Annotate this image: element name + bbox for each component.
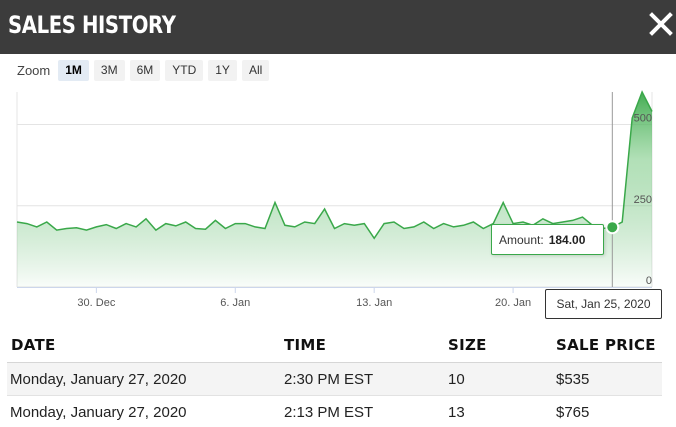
chart-tooltip: Amount: 184.00 [491, 224, 604, 255]
y-tick-label: 500 [634, 113, 652, 125]
header-bar: SALES HISTORY [0, 0, 676, 54]
cell-date: Monday, January 27, 2020 [10, 370, 187, 388]
x-tick-label: 20. Jan [495, 297, 531, 309]
cell-sale-price: $765 [556, 403, 590, 421]
zoom-3m-button[interactable]: 3M [93, 59, 125, 81]
y-tick-label: 0 [646, 275, 652, 287]
cell-time: 2:30 PM EST [284, 370, 374, 388]
x-tick-label: 6. Jan [220, 297, 250, 309]
y-tick-label: 250 [634, 194, 652, 206]
column-header-sale-price: SALE PRICE [556, 335, 656, 354]
table-header: DATE TIME SIZE SALE PRICE [7, 328, 662, 363]
x-tick-label: 30. Dec [77, 297, 115, 309]
column-header-time: TIME [284, 335, 327, 354]
zoom-label: Zoom [17, 62, 51, 78]
zoom-1y-button[interactable]: 1Y [208, 59, 237, 81]
column-header-size: SIZE [448, 335, 487, 354]
zoom-6m-button[interactable]: 6M [129, 59, 161, 81]
crosshair-date-label: Sat, Jan 25, 2020 [545, 289, 662, 319]
sales-table: DATE TIME SIZE SALE PRICE Monday, Januar… [7, 328, 662, 427]
zoom-all-button[interactable]: All [241, 59, 270, 81]
close-button[interactable] [648, 9, 674, 39]
series-line [16, 90, 653, 240]
cell-size: 13 [448, 403, 465, 421]
column-header-date: DATE [11, 335, 56, 354]
highlight-point [605, 220, 620, 235]
cell-size: 10 [448, 370, 465, 388]
zoom-controls: Zoom 1M 3M 6M YTD 1Y All [17, 58, 274, 82]
tooltip-value: 184.00 [548, 232, 586, 247]
table-row: Monday, January 27, 2020 2:13 PM EST 13 … [7, 396, 662, 427]
page-title: SALES HISTORY [8, 11, 176, 39]
cell-sale-price: $535 [556, 370, 590, 388]
series-area [17, 92, 652, 287]
x-tick-label: 13. Jan [356, 297, 392, 309]
sales-history-chart[interactable]: 0 250 500 30. Dec 6. Jan 13. Jan 20. Jan [0, 88, 676, 320]
cell-date: Monday, January 27, 2020 [10, 403, 187, 421]
zoom-1m-button[interactable]: 1M [58, 59, 89, 81]
close-icon [649, 12, 673, 36]
table-row: Monday, January 27, 2020 2:30 PM EST 10 … [7, 363, 662, 396]
zoom-ytd-button[interactable]: YTD [165, 59, 204, 81]
tooltip-label: Amount: [499, 232, 544, 247]
cell-time: 2:13 PM EST [284, 403, 374, 421]
